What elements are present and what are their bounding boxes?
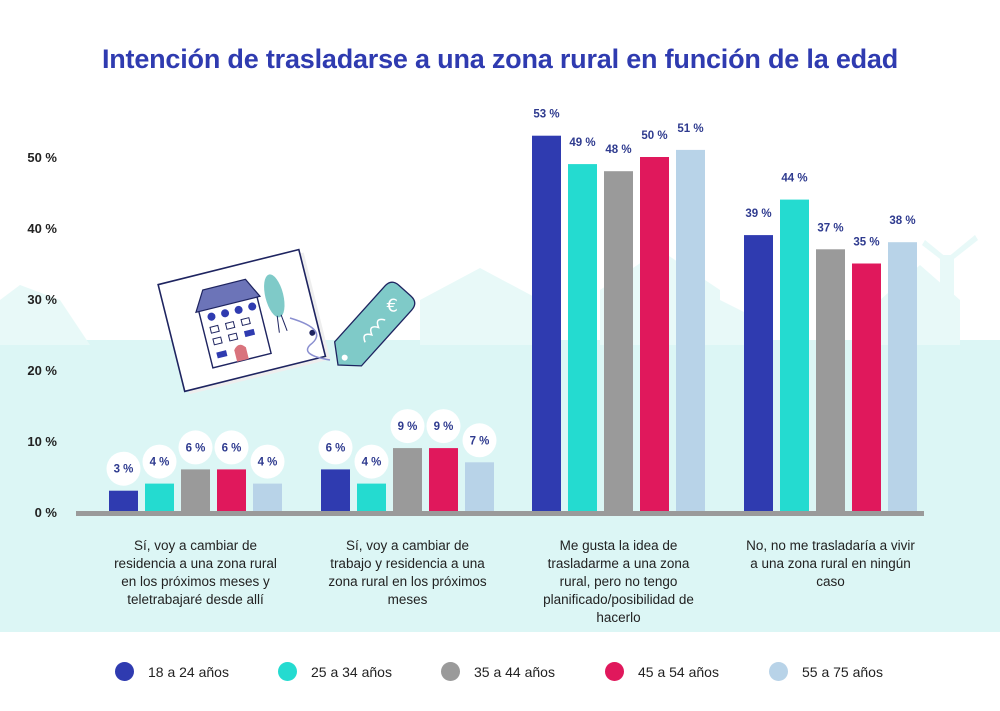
- bar: [181, 469, 210, 512]
- legend-item: 45 a 54 años: [605, 662, 719, 681]
- category-label-line: hacerlo: [596, 610, 641, 625]
- category-label-line: zona rural en los próximos: [328, 574, 487, 589]
- bar: [676, 149, 705, 512]
- bar: [145, 483, 174, 512]
- category-label-line: trabajo y residencia a una: [330, 556, 485, 571]
- bar: [357, 483, 386, 512]
- data-label-bubble: [462, 423, 497, 458]
- data-label-bubble: [390, 409, 425, 444]
- data-label: 37 %: [817, 222, 843, 234]
- legend-label: 55 a 75 años: [802, 663, 883, 680]
- bar: [393, 448, 422, 512]
- bar: [780, 199, 809, 512]
- category-label-line: Sí, voy a cambiar de: [133, 538, 258, 553]
- data-label: 6 %: [186, 442, 206, 454]
- data-label: 9 %: [434, 421, 454, 433]
- y-tick-label: 30 %: [27, 292, 57, 307]
- data-label: 49 %: [569, 137, 595, 149]
- legend-item: 35 a 44 años: [441, 662, 555, 681]
- data-label: 4 %: [258, 457, 278, 469]
- svg-text:€: €: [387, 296, 398, 317]
- bar: [532, 135, 561, 512]
- data-label: 4 %: [362, 457, 382, 469]
- data-label: 39 %: [745, 208, 771, 220]
- data-label: 9 %: [398, 421, 418, 433]
- y-tick-label: 10 %: [27, 434, 57, 449]
- y-tick-label: 20 %: [27, 363, 57, 378]
- data-label: 3 %: [114, 464, 134, 476]
- legend-swatch: [441, 662, 460, 681]
- price-tag-illustration: €: [333, 281, 416, 367]
- house-card-illustration: [157, 248, 331, 395]
- data-label-bubble: [354, 444, 389, 479]
- category-label-line: rural, pero no tengo: [559, 574, 678, 589]
- data-label-bubble: [106, 451, 141, 486]
- bar: [429, 448, 458, 512]
- x-category-label: Sí, voy a cambiar de trabajo y residencia…: [313, 537, 503, 609]
- data-label: 35 %: [853, 237, 879, 249]
- category-label-line: en los próximos meses y: [121, 574, 270, 589]
- legend-swatch: [769, 662, 788, 681]
- category-label-line: Me gusta la idea de: [559, 538, 678, 553]
- data-label-bubble: [318, 430, 353, 465]
- data-label: 6 %: [222, 442, 242, 454]
- category-label-line: planificado/posibilidad de: [543, 592, 694, 607]
- bar: [816, 249, 845, 513]
- legend-swatch: [278, 662, 297, 681]
- category-label-line: teletrabajaré desde allí: [127, 592, 264, 607]
- legend-item: 55 a 75 años: [769, 662, 883, 681]
- data-label-bubble: [178, 430, 213, 465]
- bar: [852, 263, 881, 512]
- bar: [465, 462, 494, 512]
- y-tick-label: 0 %: [35, 505, 58, 520]
- legend-label: 25 a 34 años: [311, 663, 392, 680]
- category-label-line: meses: [387, 592, 428, 607]
- y-tick-label: 40 %: [27, 221, 57, 236]
- data-label: 4 %: [150, 457, 170, 469]
- x-category-label: Me gusta la idea de trasladarme a una zon…: [524, 537, 714, 627]
- legend-swatch: [605, 662, 624, 681]
- x-category-label: Sí, voy a cambiar de residencia a una zon…: [101, 537, 291, 609]
- bar: [744, 235, 773, 512]
- legend-label: 45 a 54 años: [638, 663, 719, 680]
- bar: [604, 171, 633, 512]
- x-axis-line: [76, 511, 924, 516]
- legend-swatch: [115, 662, 134, 681]
- data-label-bubble: [426, 409, 461, 444]
- category-label-line: residencia a una zona rural: [114, 556, 277, 571]
- data-label-bubble: [214, 430, 249, 465]
- category-label-line: caso: [816, 574, 845, 589]
- data-label: 6 %: [326, 442, 346, 454]
- data-label: 53 %: [533, 109, 559, 121]
- category-label-line: Sí, voy a cambiar de: [345, 538, 470, 553]
- legend-label: 18 a 24 años: [148, 663, 229, 680]
- data-label: 7 %: [470, 435, 490, 447]
- legend-item: 25 a 34 años: [278, 662, 392, 681]
- bar: [888, 242, 917, 512]
- legend-label: 35 a 44 años: [474, 663, 555, 680]
- legend-item: 18 a 24 años: [115, 662, 229, 681]
- data-label: 50 %: [641, 130, 667, 142]
- bar: [217, 469, 246, 512]
- bar: [253, 483, 282, 512]
- data-label: 51 %: [677, 123, 703, 135]
- x-category-label: No, no me trasladaría a vivir a una zona …: [736, 537, 926, 591]
- bar: [640, 157, 669, 512]
- data-label: 48 %: [605, 144, 631, 156]
- category-label-line: No, no me trasladaría a vivir: [746, 538, 915, 553]
- bar: [568, 164, 597, 512]
- category-label-line: trasladarme a una zona: [547, 556, 690, 571]
- data-label-bubble: [142, 444, 177, 479]
- category-label-line: a una zona rural en ningún: [750, 556, 911, 571]
- data-label: 44 %: [781, 173, 807, 185]
- bar: [321, 469, 350, 512]
- data-label-bubble: [250, 444, 285, 479]
- data-label: 38 %: [889, 215, 915, 227]
- bar: [109, 490, 138, 512]
- chart-title: Intención de trasladarse a una zona rura…: [101, 44, 899, 74]
- y-tick-label: 50 %: [27, 150, 57, 165]
